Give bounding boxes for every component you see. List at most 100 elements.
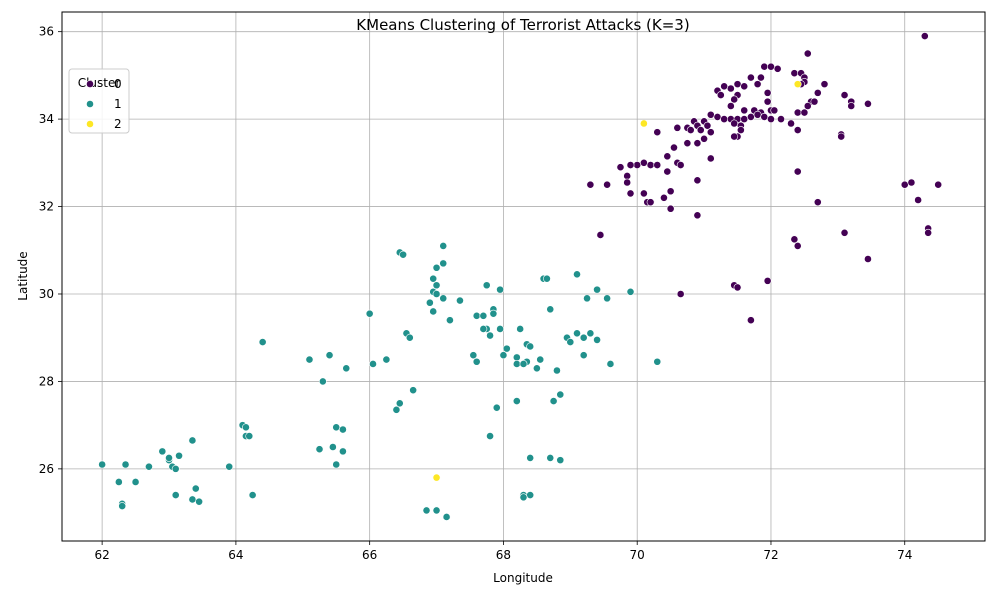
- data-point: [653, 128, 662, 137]
- x-tick-label: 72: [763, 548, 778, 562]
- data-point: [392, 405, 401, 414]
- data-point: [720, 82, 729, 91]
- data-point: [747, 73, 755, 82]
- data-point: [145, 462, 153, 471]
- data-point: [603, 294, 612, 303]
- data-point: [676, 290, 685, 298]
- data-point: [382, 355, 391, 364]
- data-point: [696, 126, 705, 134]
- data-point: [432, 263, 441, 272]
- data-point: [486, 432, 494, 440]
- data-point: [793, 241, 802, 250]
- data-point: [623, 178, 632, 187]
- data-point: [442, 513, 451, 521]
- y-axis-ticks: 26 28 30 32 34 36: [39, 25, 62, 476]
- data-points: [98, 32, 943, 521]
- data-point: [579, 333, 588, 342]
- data-point: [365, 309, 374, 318]
- data-point: [653, 161, 662, 169]
- data-point: [793, 80, 802, 89]
- data-point: [195, 497, 204, 506]
- data-point: [773, 64, 782, 73]
- data-point: [566, 338, 575, 346]
- data-point: [763, 276, 772, 285]
- data-point: [519, 493, 528, 502]
- data-point: [864, 99, 872, 108]
- data-point: [158, 447, 167, 456]
- data-point: [469, 351, 478, 360]
- data-point: [258, 338, 267, 346]
- data-point: [633, 161, 642, 169]
- data-point: [502, 344, 511, 353]
- plot-frame: [61, 11, 986, 542]
- legend-marker: [86, 80, 94, 88]
- data-point: [706, 110, 715, 119]
- data-point: [526, 342, 535, 351]
- legend-marker: [86, 100, 94, 108]
- data-point: [726, 102, 735, 110]
- data-point: [763, 88, 772, 97]
- data-point: [793, 108, 802, 117]
- data-point: [369, 360, 377, 368]
- data-point: [328, 443, 337, 451]
- data-point: [740, 82, 749, 91]
- data-point: [603, 180, 612, 189]
- data-point: [840, 91, 849, 99]
- data-point: [820, 80, 829, 89]
- data-point: [188, 436, 197, 445]
- data-point: [318, 377, 327, 386]
- data-point: [479, 311, 488, 320]
- data-point: [790, 235, 799, 244]
- data-point: [114, 478, 123, 486]
- y-tick-label: 32: [39, 200, 54, 214]
- data-point: [736, 126, 745, 134]
- data-point: [573, 270, 581, 279]
- legend-label: 2: [114, 117, 122, 131]
- data-point: [770, 106, 779, 115]
- y-tick-label: 28: [39, 374, 54, 388]
- data-point: [803, 102, 812, 110]
- y-tick-label: 26: [39, 462, 54, 476]
- data-point: [432, 473, 441, 482]
- data-point: [573, 329, 581, 338]
- data-point: [583, 294, 591, 303]
- data-point: [586, 180, 595, 189]
- data-point: [248, 491, 257, 499]
- data-point: [516, 325, 525, 333]
- x-tick-label: 62: [94, 548, 109, 562]
- data-point: [496, 285, 504, 294]
- data-point: [914, 196, 923, 204]
- data-point: [339, 447, 347, 456]
- data-point: [553, 366, 561, 375]
- data-point: [409, 386, 418, 395]
- data-point: [429, 274, 438, 283]
- data-point: [840, 228, 849, 237]
- data-point: [165, 454, 173, 462]
- data-point: [596, 231, 605, 239]
- data-point: [733, 80, 742, 89]
- x-tick-label: 64: [228, 548, 243, 562]
- data-point: [171, 464, 180, 473]
- data-point: [813, 198, 822, 207]
- data-point: [332, 460, 341, 469]
- data-point: [626, 161, 635, 169]
- data-point: [586, 329, 595, 338]
- data-point: [924, 228, 933, 237]
- data-point: [720, 115, 729, 124]
- data-point: [479, 325, 488, 333]
- data-point: [536, 355, 545, 364]
- data-point: [639, 119, 648, 128]
- data-point: [800, 108, 809, 117]
- data-point: [519, 360, 528, 368]
- data-point: [526, 491, 535, 499]
- data-point: [663, 152, 672, 161]
- data-point: [429, 307, 438, 316]
- data-point: [486, 331, 494, 340]
- data-point: [639, 158, 648, 167]
- data-point: [693, 139, 702, 148]
- data-point: [446, 316, 454, 325]
- data-point: [666, 187, 675, 196]
- data-point: [757, 73, 765, 82]
- data-point: [422, 506, 431, 515]
- x-axis-ticks: 62 64 66 68 70 72 74: [94, 541, 912, 562]
